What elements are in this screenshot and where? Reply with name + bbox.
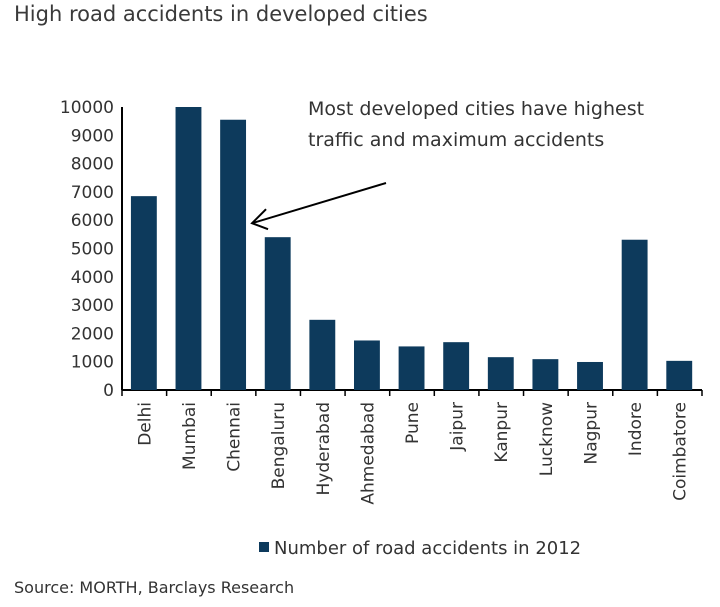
annotation-arrow bbox=[251, 182, 387, 225]
arrowhead bbox=[250, 208, 269, 231]
x-tick-label: Bengaluru bbox=[269, 402, 289, 489]
annotation-text: Most developed cities have highest bbox=[308, 98, 644, 120]
y-tick-label: 1000 bbox=[71, 353, 114, 373]
bar-nagpur bbox=[577, 361, 603, 390]
x-tick-label: Lucknow bbox=[537, 402, 557, 476]
bar-bengaluru bbox=[264, 237, 291, 390]
x-tick-label: Indore bbox=[626, 402, 646, 456]
x-tick-label: Nagpur bbox=[581, 402, 601, 464]
bar-hyderabad bbox=[309, 319, 336, 390]
y-tick-label: 0 bbox=[103, 381, 114, 401]
y-tick-label: 2000 bbox=[71, 324, 114, 344]
bar-mumbai bbox=[175, 107, 202, 390]
annotation-text: traffic and maximum accidents bbox=[308, 129, 604, 151]
y-tick-label: 7000 bbox=[71, 183, 114, 203]
y-tick-label: 3000 bbox=[71, 296, 114, 316]
y-tick-label: 10000 bbox=[60, 98, 114, 118]
x-tick-label: Coimbatore bbox=[671, 402, 691, 501]
x-tick-label: Hyderabad bbox=[314, 402, 334, 496]
bar-lucknow bbox=[532, 359, 559, 390]
y-tick-label: 4000 bbox=[71, 268, 114, 288]
bar-delhi bbox=[130, 196, 157, 390]
y-tick-label: 6000 bbox=[71, 211, 114, 231]
legend-label: Number of road accidents in 2012 bbox=[274, 538, 581, 559]
y-tick-label: 9000 bbox=[71, 126, 114, 146]
bar-coimbatore bbox=[666, 360, 693, 390]
y-tick-label: 5000 bbox=[71, 240, 114, 260]
y-tick-label: 8000 bbox=[71, 155, 114, 175]
x-tick-label: Pune bbox=[403, 402, 423, 444]
legend-swatch bbox=[259, 542, 269, 552]
x-tick-label: Jaipur bbox=[448, 402, 468, 452]
bar-indore bbox=[621, 239, 648, 390]
x-tick-label: Chennai bbox=[225, 402, 245, 472]
x-tick-label: Delhi bbox=[135, 402, 155, 446]
chart-title: High road accidents in developed cities bbox=[14, 2, 428, 26]
bar-kanpur bbox=[487, 357, 514, 390]
bar-ahmedabad bbox=[354, 340, 380, 390]
bar-pune bbox=[398, 346, 425, 390]
x-tick-label: Ahmedabad bbox=[358, 402, 378, 505]
x-tick-label: Kanpur bbox=[492, 402, 512, 463]
source-note: Source: MORTH, Barclays Research bbox=[14, 578, 295, 597]
x-tick-label: Mumbai bbox=[180, 402, 200, 470]
bar-chennai bbox=[220, 119, 247, 391]
bar-jaipur bbox=[443, 342, 470, 390]
